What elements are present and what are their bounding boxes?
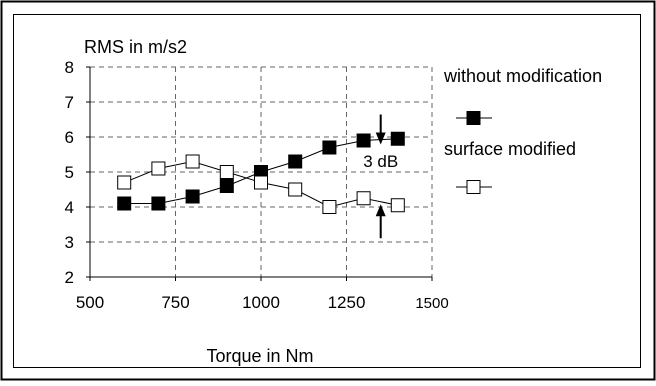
x-tick-label: 750 <box>161 293 189 312</box>
series-layer <box>117 131 405 214</box>
inner-frame <box>13 14 641 368</box>
annotation-arrow-up-head <box>375 204 386 217</box>
data-point <box>219 179 234 193</box>
data-point <box>390 198 405 213</box>
data-point <box>185 189 200 204</box>
x-tick-label: 1250 <box>328 293 366 312</box>
tick-labels: 2 3 4 5 6 7 8 500 750 1000 1250 1500 <box>65 58 449 312</box>
y-axis-label: RMS in m/s2 <box>84 37 187 57</box>
annotation-arrow-down-head <box>375 132 386 145</box>
data-point <box>185 154 200 169</box>
legend-marker <box>466 111 481 125</box>
data-point <box>322 200 337 214</box>
data-point <box>390 131 405 146</box>
data-point <box>117 175 132 190</box>
x-tick-label: 500 <box>76 293 104 312</box>
y-tick-label: 5 <box>65 163 74 182</box>
y-tick-label: 3 <box>65 233 74 252</box>
series-open <box>117 154 405 214</box>
axes <box>86 66 433 281</box>
x-tick-label: 1000 <box>242 293 280 312</box>
y-tick-label: 7 <box>65 93 74 112</box>
x-axis-label: Torque in Nm <box>206 346 313 366</box>
data-point <box>356 191 371 206</box>
legend-marker <box>466 180 481 194</box>
y-tick-label: 2 <box>65 268 74 287</box>
data-point <box>254 175 268 190</box>
data-point <box>117 196 132 211</box>
data-point <box>151 161 166 176</box>
y-tick-label: 8 <box>65 58 74 77</box>
data-point <box>356 133 371 148</box>
data-point <box>288 182 303 197</box>
series-filled <box>117 131 405 211</box>
legend-label: surface modified <box>444 139 576 159</box>
y-tick-label: 4 <box>65 198 74 217</box>
annotation-layer: 3 dB <box>363 114 398 239</box>
data-point <box>219 165 234 179</box>
data-point <box>322 140 337 155</box>
annotation-3db-label: 3 dB <box>363 152 398 171</box>
data-point <box>288 154 303 169</box>
y-tick-label: 6 <box>65 128 74 147</box>
legend: without modification surface modified <box>443 66 602 194</box>
data-point <box>151 196 166 211</box>
legend-label: without modification <box>443 66 602 86</box>
x-tick-label: 1500 <box>415 295 448 312</box>
